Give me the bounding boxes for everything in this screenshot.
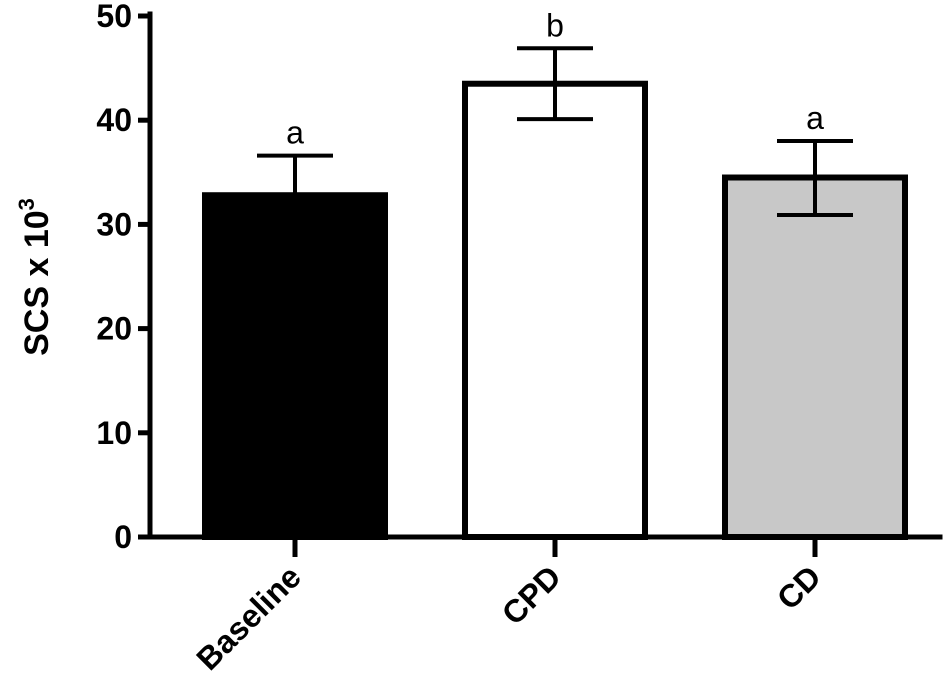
y-tick-label-10: 10	[96, 415, 132, 451]
category-label-cd: CD	[770, 558, 828, 616]
y-axis-ticks: 0 10 20 30 40 50	[96, 0, 150, 555]
category-labels: Baseline CPD CD	[189, 537, 828, 677]
y-tick-label-30: 30	[96, 206, 132, 242]
y-axis-title: SCS x 103	[14, 198, 56, 356]
y-tick-label-20: 20	[96, 311, 132, 347]
y-tick-label-40: 40	[96, 102, 132, 138]
bar-cd	[722, 174, 908, 540]
significance-label-cd: a	[806, 100, 824, 136]
significance-label-baseline: a	[286, 115, 304, 151]
axes	[147, 11, 943, 540]
error-bars	[257, 46, 853, 237]
bar-cpd	[462, 80, 648, 540]
category-label-baseline: Baseline	[189, 558, 308, 677]
category-label-cpd: CPD	[495, 558, 568, 631]
y-tick-label-0: 0	[114, 519, 132, 555]
bars	[202, 80, 908, 540]
y-axis-title-superscript: 3	[14, 198, 39, 210]
y-tick-label-50: 50	[96, 0, 132, 34]
y-axis-label: SCS x 103	[14, 198, 56, 356]
significance-labels: a b a	[286, 7, 824, 150]
bar-baseline	[202, 192, 388, 540]
y-axis-title-main: SCS x 10	[18, 210, 56, 356]
significance-label-cpd: b	[546, 7, 564, 43]
